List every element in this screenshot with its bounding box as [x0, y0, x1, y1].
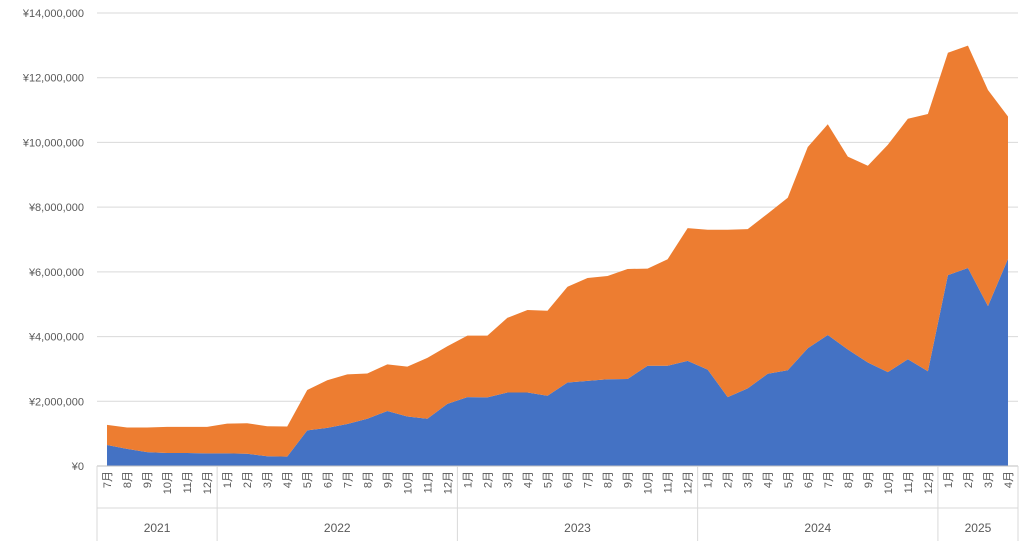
x-tick-label: 6月	[322, 471, 334, 488]
x-tick-label: 10月	[883, 471, 895, 494]
x-tick-label: 10月	[643, 471, 655, 494]
y-axis: ¥0 ¥2,000,000 ¥4,000,000 ¥6,000,000 ¥8,000,0…	[22, 8, 84, 473]
x-tick-label: 8月	[603, 471, 615, 488]
x-tick-label: 11月	[422, 471, 434, 493]
x-tick-label: 2月	[482, 471, 494, 488]
x-tick-label: 12月	[442, 471, 454, 494]
x-tick-label: 10月	[402, 471, 414, 494]
x-tick-label: 4月	[763, 471, 775, 488]
year-group-label: 2021	[144, 521, 171, 535]
x-tick-label: 8月	[122, 471, 134, 488]
x-tick-label: 8月	[362, 471, 374, 488]
gridlines	[97, 12, 1018, 402]
x-tick-label: 5月	[302, 471, 314, 488]
x-tick-label: 10月	[162, 471, 174, 494]
y-tick-label: ¥6,000,000	[28, 267, 84, 279]
area-series	[107, 45, 1008, 466]
x-axis: 7月 8月 9月 10月 11月 12月 1月 2月 3月 4月 5月 6月 7月 8月 9月 10月 11月 1…	[96, 465, 1019, 541]
y-tick-label: ¥12,000,000	[22, 73, 84, 85]
x-tick-label: 11月	[182, 471, 194, 493]
x-tick-label: 7月	[102, 471, 114, 488]
x-tick-label: 7月	[583, 471, 595, 488]
x-tick-label: 2月	[723, 471, 735, 488]
y-tick-label: ¥2,000,000	[28, 396, 84, 408]
area-series-1	[107, 258, 1008, 466]
y-tick-label: ¥4,000,000	[28, 332, 84, 344]
year-group-label: 2023	[564, 521, 591, 535]
x-tick-label: 3月	[743, 471, 755, 488]
year-group-label: 2022	[324, 521, 351, 535]
year-group-label: 2024	[804, 521, 831, 535]
x-tick-label: 4月	[282, 471, 294, 488]
x-tick-label: 3月	[983, 471, 995, 488]
x-tick-label: 9月	[382, 471, 394, 488]
x-tick-label: 4月	[1003, 471, 1015, 488]
x-tick-label: 6月	[803, 471, 815, 488]
x-tick-label: 11月	[663, 471, 675, 493]
x-tick-label: 1月	[462, 471, 474, 488]
x-tick-label: 9月	[623, 471, 635, 488]
x-tick-label: 1月	[703, 471, 715, 488]
x-tick-label: 1月	[943, 471, 955, 488]
x-tick-label: 6月	[563, 471, 575, 488]
year-group-label: 2025	[965, 521, 992, 535]
x-tick-label: 9月	[142, 471, 154, 488]
x-tick-label: 8月	[843, 471, 855, 488]
area-series-2	[107, 45, 1008, 457]
x-tick-label: 4月	[522, 471, 534, 488]
x-tick-label: 7月	[823, 471, 835, 488]
x-tick-label: 7月	[342, 471, 354, 488]
x-tick-label: 9月	[863, 471, 875, 488]
y-tick-label: ¥14,000,000	[22, 8, 84, 20]
y-tick-label: ¥10,000,000	[22, 137, 84, 149]
x-tick-label: 2月	[242, 471, 254, 488]
x-tick-label: 11月	[903, 471, 915, 493]
x-tick-label: 2月	[963, 471, 975, 488]
x-tick-label: 3月	[262, 471, 274, 488]
x-tick-label: 5月	[542, 471, 554, 488]
y-tick-label: ¥8,000,000	[28, 202, 84, 214]
x-tick-label: 1月	[222, 471, 234, 488]
x-tick-label: 12月	[202, 471, 214, 494]
x-tick-label: 5月	[783, 471, 795, 488]
x-tick-label: 12月	[923, 471, 935, 494]
y-tick-label: ¥0	[71, 461, 84, 473]
x-tick-label: 12月	[683, 471, 695, 494]
x-tick-label: 3月	[502, 471, 514, 488]
